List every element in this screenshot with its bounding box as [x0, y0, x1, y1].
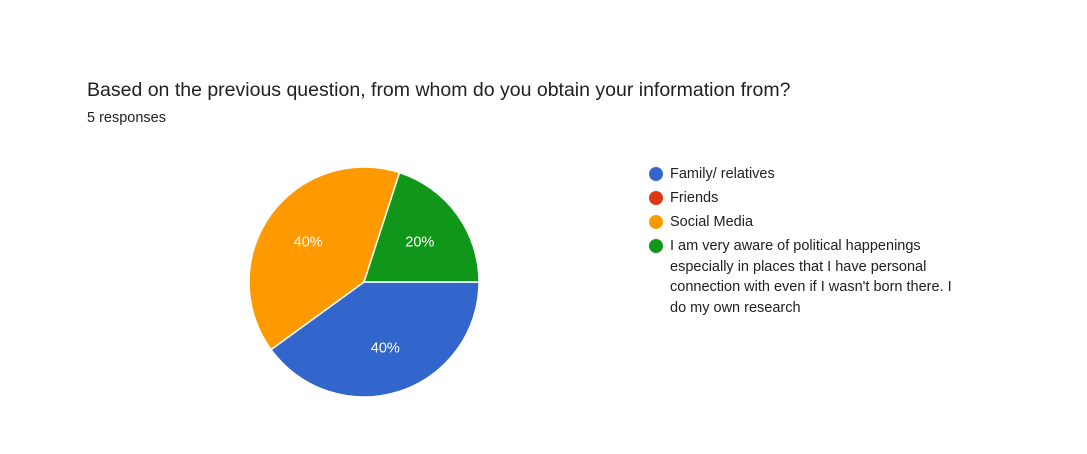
legend-label: I am very aware of political happenings … [670, 238, 952, 316]
legend-swatch [649, 215, 663, 229]
legend-item-family[interactable]: Family/ relatives [649, 164, 969, 185]
legend-label: Family/ relatives [670, 166, 775, 182]
chart-legend: Family/ relatives Friends Social Media I… [649, 164, 969, 322]
slice-percent-label: 40% [371, 341, 400, 357]
pie-slice[interactable] [270, 281, 480, 398]
legend-swatch [649, 239, 663, 253]
legend-item-social-media[interactable]: Social Media [649, 212, 969, 233]
legend-item-friends[interactable]: Friends [649, 188, 969, 209]
question-title: Based on the previous question, from who… [87, 79, 791, 101]
pie-slice[interactable] [248, 166, 401, 351]
pie-slice[interactable] [363, 171, 480, 283]
legend-label: Social Media [670, 214, 754, 230]
legend-swatch [649, 191, 663, 205]
legend-label: Friends [670, 190, 719, 206]
slice-percent-label: 40% [294, 234, 323, 250]
legend-swatch [649, 167, 663, 181]
legend-item-own-research[interactable]: I am very aware of political happenings … [649, 236, 969, 318]
response-count: 5 responses [87, 110, 166, 126]
slice-percent-label: 20% [405, 234, 434, 250]
